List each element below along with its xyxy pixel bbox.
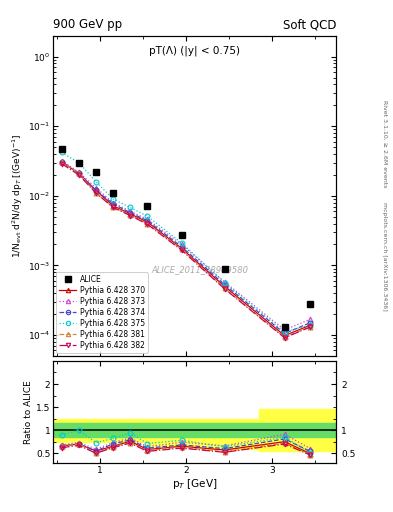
Pythia 6.428 374 [145,218,150,224]
ALICE [59,146,64,152]
Pythia 6.428 375 [59,150,64,156]
Pythia 6.428 382 [282,335,287,341]
ALICE [308,301,313,307]
ALICE [94,169,98,175]
Pythia 6.428 381 [308,324,313,330]
Line: Pythia 6.428 374: Pythia 6.428 374 [59,159,313,336]
Pythia 6.428 374 [59,159,64,165]
Pythia 6.428 373 [128,208,132,215]
ALICE [111,190,116,196]
Pythia 6.428 373 [282,327,287,333]
Text: Rivet 3.1.10, ≥ 2.6M events: Rivet 3.1.10, ≥ 2.6M events [382,100,387,187]
Pythia 6.428 382 [128,212,132,219]
ALICE [145,203,150,209]
Pythia 6.428 382 [76,172,81,178]
Pythia 6.428 381 [179,246,184,252]
Pythia 6.428 374 [76,170,81,177]
Pythia 6.428 382 [179,247,184,253]
Pythia 6.428 375 [94,179,98,185]
Pythia 6.428 381 [145,221,150,227]
Pythia 6.428 373 [111,200,116,206]
Pythia 6.428 375 [128,204,132,210]
Line: Pythia 6.428 375: Pythia 6.428 375 [59,150,313,334]
Line: Pythia 6.428 370: Pythia 6.428 370 [59,159,313,338]
Pythia 6.428 381 [94,190,98,196]
Pythia 6.428 382 [94,190,98,196]
Pythia 6.428 381 [282,334,287,340]
Pythia 6.428 375 [145,213,150,219]
Pythia 6.428 370 [76,170,81,177]
Pythia 6.428 370 [222,283,227,289]
Pythia 6.428 381 [128,212,132,218]
Pythia 6.428 375 [179,240,184,246]
Pythia 6.428 374 [282,330,287,336]
Pythia 6.428 373 [179,241,184,247]
Pythia 6.428 375 [308,322,313,328]
Text: Soft QCD: Soft QCD [283,18,336,31]
Pythia 6.428 373 [94,185,98,191]
Text: mcplots.cern.ch [arXiv:1306.3436]: mcplots.cern.ch [arXiv:1306.3436] [382,202,387,310]
Line: Pythia 6.428 373: Pythia 6.428 373 [59,158,313,332]
Pythia 6.428 370 [59,159,64,165]
Pythia 6.428 375 [111,196,116,202]
Legend: ALICE, Pythia 6.428 370, Pythia 6.428 373, Pythia 6.428 374, Pythia 6.428 375, P: ALICE, Pythia 6.428 370, Pythia 6.428 37… [56,272,148,353]
Pythia 6.428 374 [94,187,98,194]
Pythia 6.428 375 [222,280,227,286]
ALICE [222,266,227,272]
Pythia 6.428 373 [308,316,313,323]
Pythia 6.428 370 [111,203,116,209]
Pythia 6.428 375 [76,160,81,166]
Pythia 6.428 382 [308,324,313,330]
Pythia 6.428 370 [179,245,184,251]
Pythia 6.428 370 [145,219,150,225]
Pythia 6.428 381 [222,285,227,291]
ALICE [76,160,81,166]
Pythia 6.428 382 [145,221,150,227]
Pythia 6.428 382 [222,286,227,292]
Pythia 6.428 373 [76,169,81,175]
ALICE [282,324,287,330]
Pythia 6.428 374 [222,282,227,288]
Pythia 6.428 374 [179,244,184,250]
ALICE [179,232,184,239]
Pythia 6.428 381 [76,170,81,177]
Pythia 6.428 374 [111,201,116,207]
Pythia 6.428 370 [94,187,98,194]
Pythia 6.428 374 [308,319,313,326]
Pythia 6.428 375 [282,329,287,335]
Pythia 6.428 370 [128,211,132,217]
Pythia 6.428 370 [282,332,287,338]
Pythia 6.428 374 [128,210,132,216]
X-axis label: p$_T$ [GeV]: p$_T$ [GeV] [172,477,217,490]
Pythia 6.428 382 [111,204,116,210]
Pythia 6.428 382 [59,161,64,167]
Pythia 6.428 373 [59,158,64,164]
Text: ALICE_2011_S8909580: ALICE_2011_S8909580 [152,265,249,274]
Pythia 6.428 381 [111,204,116,210]
Line: Pythia 6.428 382: Pythia 6.428 382 [59,161,313,340]
Pythia 6.428 381 [59,159,64,165]
Line: Pythia 6.428 381: Pythia 6.428 381 [59,159,313,339]
Pythia 6.428 373 [222,279,227,285]
Pythia 6.428 373 [145,216,150,222]
Line: ALICE: ALICE [59,146,313,330]
Text: 900 GeV pp: 900 GeV pp [53,18,122,31]
Y-axis label: 1/N$_\mathregular{evt}$ d$^2$N/dy dp$_T$ [(GeV)$^{-1}$]: 1/N$_\mathregular{evt}$ d$^2$N/dy dp$_T$… [11,134,25,258]
Y-axis label: Ratio to ALICE: Ratio to ALICE [24,380,33,444]
Text: pT(Λ) (|y| < 0.75): pT(Λ) (|y| < 0.75) [149,46,240,56]
Pythia 6.428 370 [308,322,313,328]
